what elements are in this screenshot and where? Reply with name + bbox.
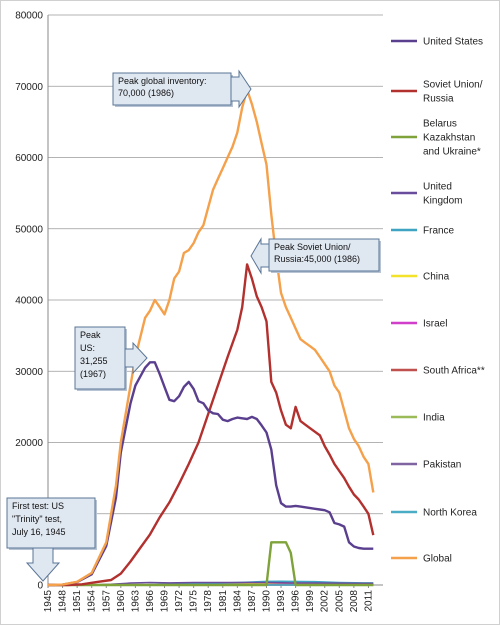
legend-label-4: France (423, 226, 455, 237)
y-tick-label: 70000 (15, 82, 43, 93)
y-tick-label: 30000 (15, 367, 43, 378)
series-line-0 (48, 362, 373, 585)
callout-first-test: First test: US"Trinity" test,July 16, 19… (7, 498, 97, 581)
x-tick-label: 1984 (232, 590, 243, 613)
x-tick-label: 2005 (334, 590, 345, 613)
x-tick-label: 1957 (101, 590, 112, 613)
x-tick-label: 1948 (58, 590, 69, 613)
callout-first-test-text: First test: US"Trinity" test,July 16, 19… (12, 501, 66, 537)
legend-label-6: Israel (423, 319, 447, 330)
legend-label-9: Pakistan (423, 460, 461, 471)
legend-label-5: China (423, 272, 450, 283)
legend-label-11: Global (423, 554, 452, 565)
x-tick-label: 1972 (174, 590, 185, 613)
legend-label-1: Soviet Union/Russia (423, 80, 483, 105)
y-tick-label: 50000 (15, 224, 43, 235)
x-tick-label: 2011 (363, 590, 374, 612)
x-tick-label: 1996 (291, 590, 302, 613)
y-tick-label: 80000 (15, 11, 43, 22)
y-tick-label: 20000 (15, 438, 43, 449)
x-tick-label: 1978 (203, 590, 214, 613)
y-tick-label: 40000 (15, 296, 43, 307)
legend-label-0: United States (423, 37, 483, 48)
x-tick-label: 1969 (160, 590, 171, 613)
x-tick-label: 2008 (349, 590, 360, 613)
annotations: Peak global inventory:70,000 (1986) Peak … (7, 71, 381, 581)
x-tick-label: 2002 (320, 590, 331, 613)
x-tick-label: 1966 (145, 590, 156, 613)
x-tick-label: 1945 (43, 590, 54, 613)
x-tick-label: 1963 (130, 590, 141, 613)
legend-label-7: South Africa** (423, 366, 485, 377)
x-tick-label: 1975 (189, 590, 200, 613)
callout-peak-soviet: Peak Soviet Union/Russia:45,000 (1986) (251, 239, 381, 273)
x-tick-label: 1999 (305, 590, 316, 613)
x-tick-label: 1954 (87, 590, 98, 613)
y-tick-label: 0 (37, 581, 43, 592)
x-tick-label: 1981 (218, 590, 229, 613)
x-tick-label: 1951 (72, 590, 83, 613)
x-tick-label: 1993 (276, 590, 287, 613)
legend-label-8: India (423, 413, 445, 424)
x-tick-label: 1960 (116, 590, 127, 613)
x-tick-label: 1990 (261, 590, 272, 613)
y-tick-label: 60000 (15, 153, 43, 164)
x-tick-label: 1987 (247, 590, 258, 613)
legend-label-10: North Korea (423, 508, 477, 519)
callout-peak-global: Peak global inventory:70,000 (1986) (113, 71, 251, 107)
